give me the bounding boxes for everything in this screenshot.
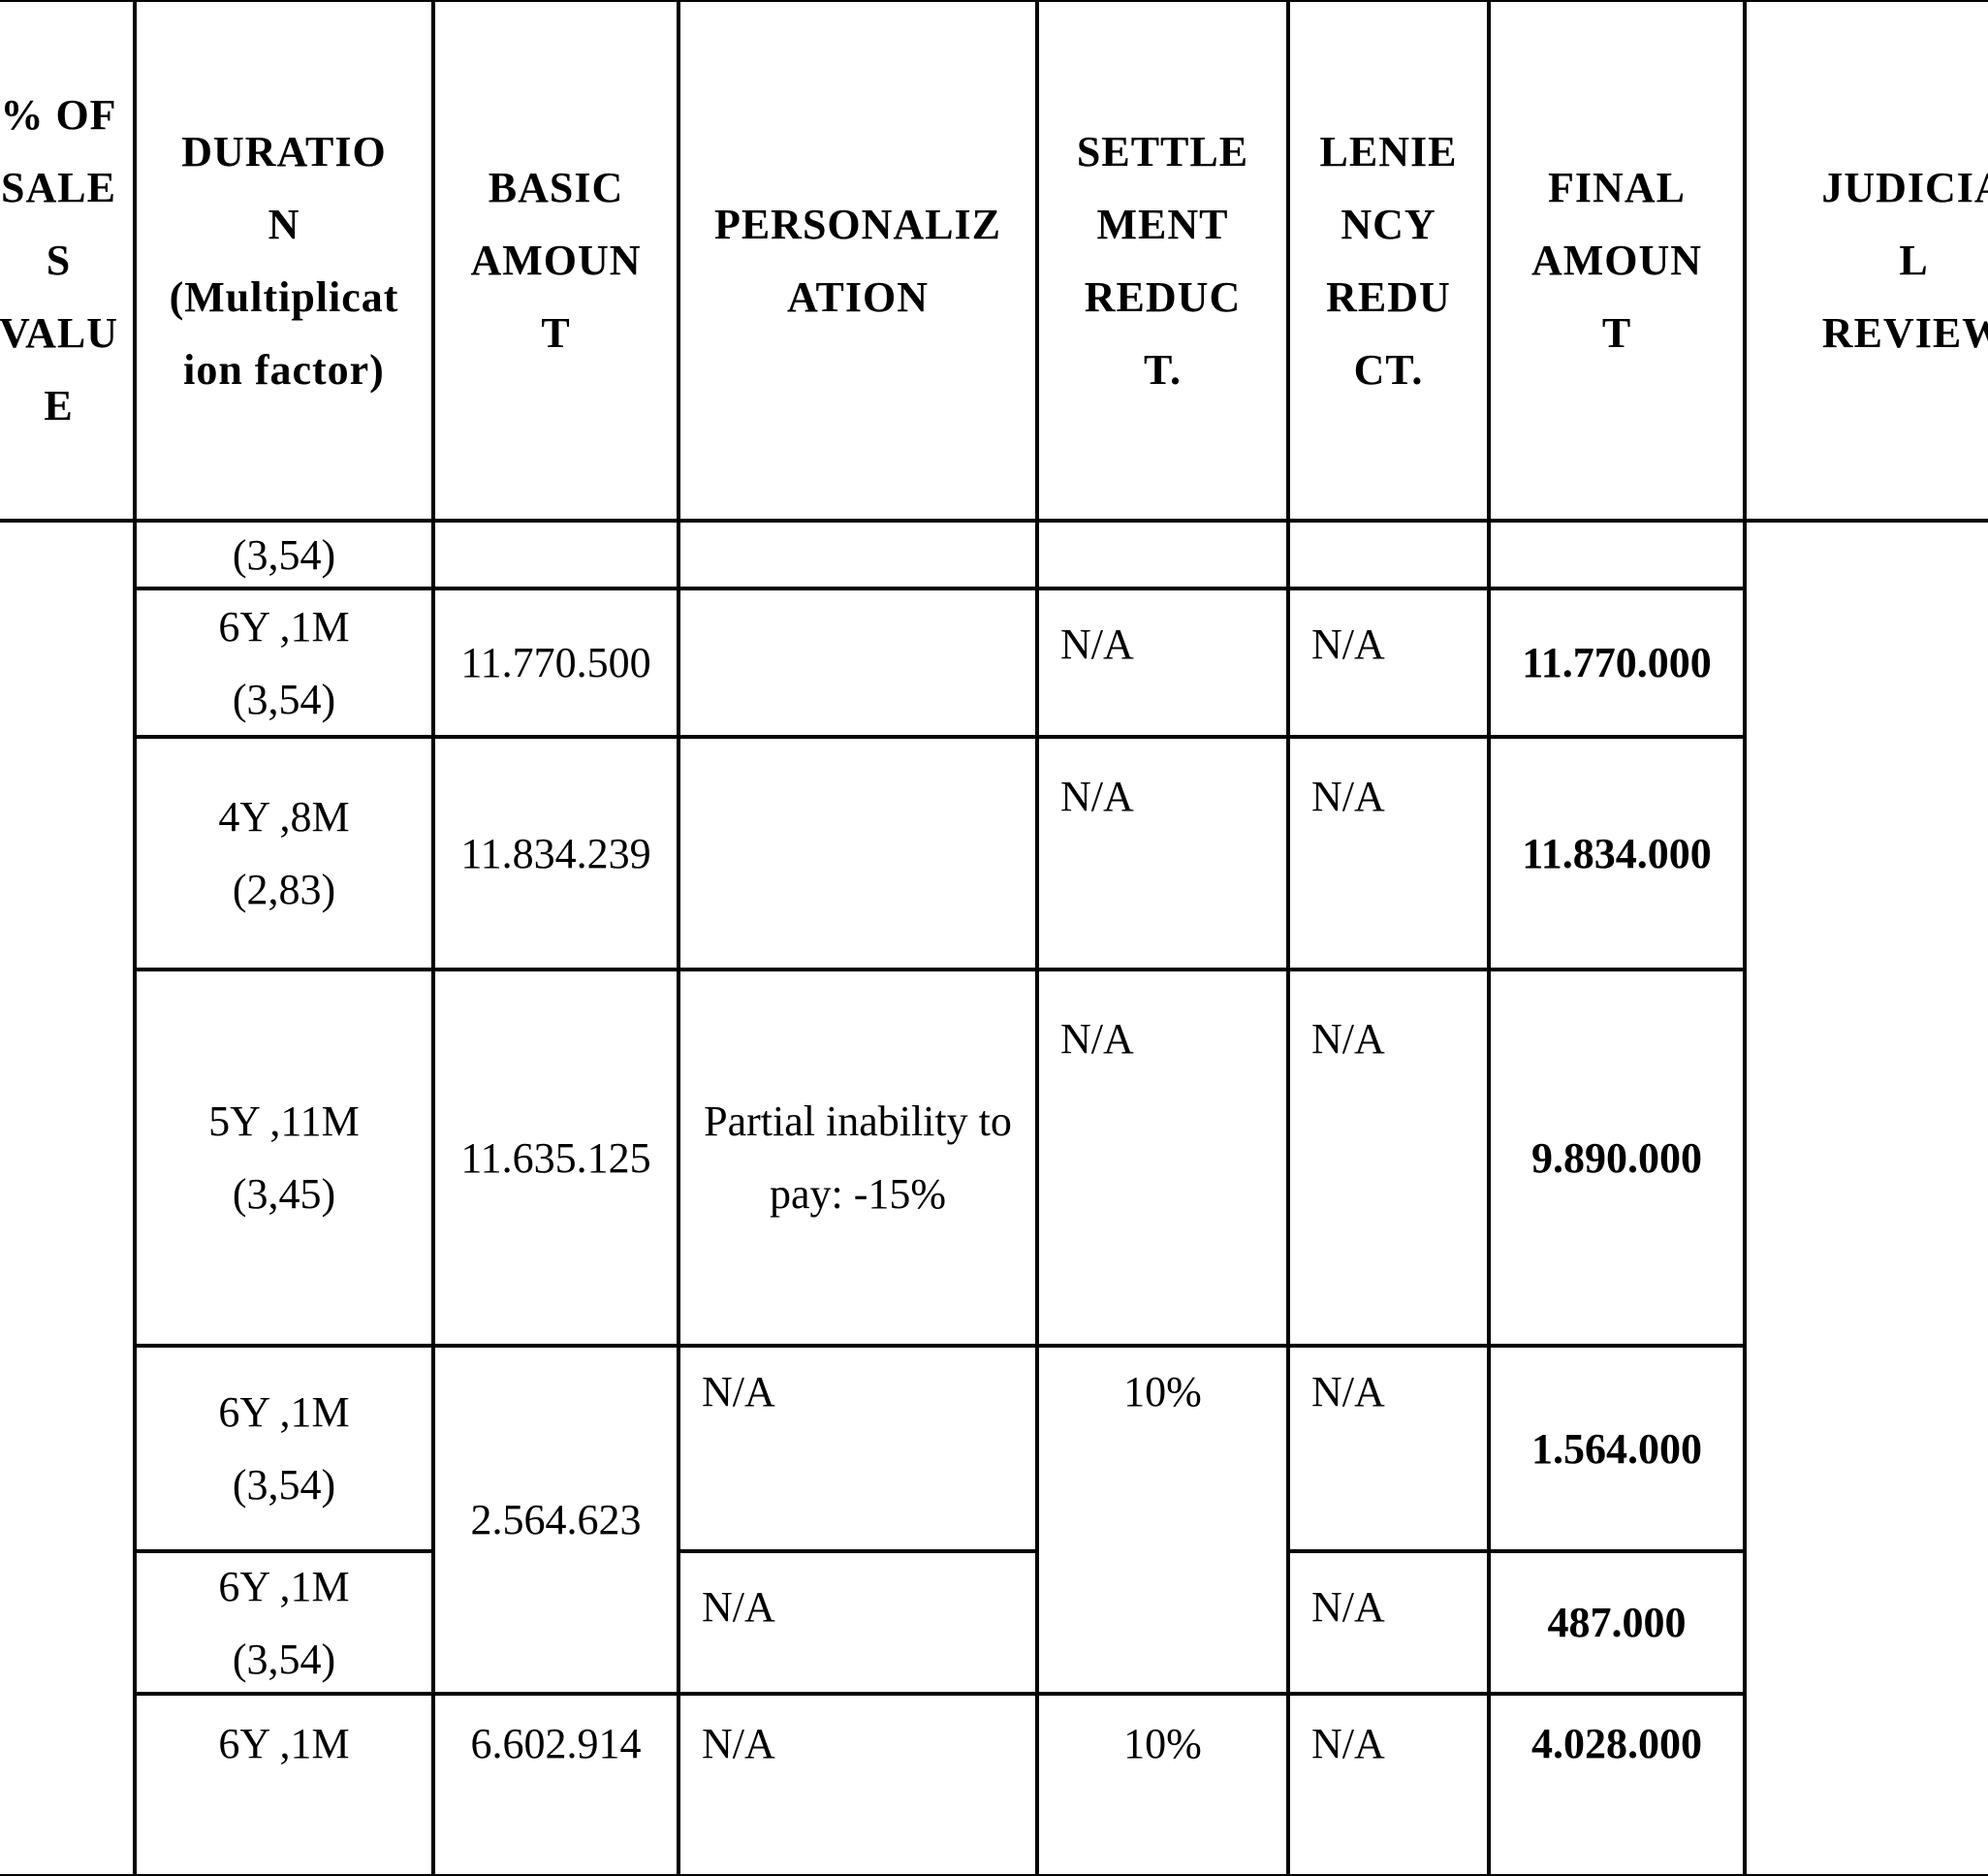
cell-r2-leniency: N/A	[1288, 588, 1489, 737]
cell-body-pct-sales-value	[0, 521, 135, 1876]
cell-r5-6-basic-amount: 2.564.623	[433, 1346, 678, 1694]
header-leniency-reduction: LENIE NCY REDU CT.	[1288, 0, 1489, 521]
cell-r7-final-amount: 4.028.000	[1489, 1694, 1745, 1876]
cell-body-judicial-review	[1745, 521, 1988, 1876]
cell-r1-settlement	[1037, 521, 1288, 588]
cell-r4-settlement: N/A	[1037, 970, 1288, 1346]
cell-r2-settlement: N/A	[1037, 588, 1288, 737]
cell-r5-6-settlement: 10%	[1037, 1346, 1288, 1694]
cell-r6-personalization: N/A	[678, 1551, 1037, 1694]
cell-r5-duration: 6Y ,1M (3,54)	[135, 1346, 433, 1551]
cell-r4-leniency: N/A	[1288, 970, 1489, 1346]
cell-r4-basic-amount: 11.635.125	[433, 970, 678, 1346]
cell-r2-basic-amount: 11.770.500	[433, 588, 678, 737]
cell-r4-duration: 5Y ,11M (3,45)	[135, 970, 433, 1346]
cell-r3-basic-amount: 11.834.239	[433, 737, 678, 970]
cell-r1-final-amount	[1489, 521, 1745, 588]
cell-r6-duration: 6Y ,1M (3,54)	[135, 1551, 433, 1694]
cell-r2-final-amount: 11.770.000	[1489, 588, 1745, 737]
header-final-amount: FINAL AMOUN T	[1489, 0, 1745, 521]
cell-r3-leniency: N/A	[1288, 737, 1489, 970]
cell-r5-personalization: N/A	[678, 1346, 1037, 1551]
header-pct-sales-value: % OF SALE S VALU E	[0, 0, 135, 521]
cell-r1-basic-amount	[433, 521, 678, 588]
cell-r6-leniency: N/A	[1288, 1551, 1489, 1694]
header-settlement-reduction: SETTLE MENT REDUC T.	[1037, 0, 1288, 521]
cell-r5-leniency: N/A	[1288, 1346, 1489, 1551]
cell-r1-duration: (3,54)	[135, 521, 433, 588]
header-judicial-review: JUDICIA L REVIEW	[1745, 0, 1988, 521]
cell-r4-final-amount: 9.890.000	[1489, 970, 1745, 1346]
cell-r3-final-amount: 11.834.000	[1489, 737, 1745, 970]
cell-r4-personalization: Partial inability to pay: -15%	[678, 970, 1037, 1346]
cell-r2-duration: 6Y ,1M (3,54)	[135, 588, 433, 737]
header-personalization: PERSONALIZ ATION	[678, 0, 1037, 521]
header-duration: DURATIO N (Multiplicat ion factor)	[135, 0, 433, 521]
cell-r1-leniency	[1288, 521, 1489, 588]
cell-r5-final-amount: 1.564.000	[1489, 1346, 1745, 1551]
cell-r3-settlement: N/A	[1037, 737, 1288, 970]
cell-r7-settlement: 10%	[1037, 1694, 1288, 1876]
cell-r2-personalization	[678, 588, 1037, 737]
cell-r3-duration: 4Y ,8M (2,83)	[135, 737, 433, 970]
cell-r3-personalization	[678, 737, 1037, 970]
cell-r1-personalization	[678, 521, 1037, 588]
cell-r7-personalization: N/A	[678, 1694, 1037, 1876]
cell-r7-duration: 6Y ,1M	[135, 1694, 433, 1876]
header-basic-amount: BASIC AMOUN T	[433, 0, 678, 521]
cell-r6-final-amount: 487.000	[1489, 1551, 1745, 1694]
cell-r7-basic-amount: 6.602.914	[433, 1694, 678, 1876]
cell-r7-leniency: N/A	[1288, 1694, 1489, 1876]
